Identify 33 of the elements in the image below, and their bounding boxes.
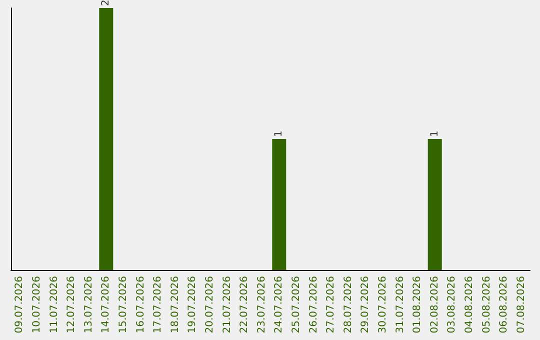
x-tick-label: 29.07.2026 bbox=[360, 276, 372, 334]
data-label: 1 bbox=[274, 130, 285, 137]
x-tick-label: 31.07.2026 bbox=[394, 276, 406, 334]
x-tick-label: 11.07.2026 bbox=[48, 276, 60, 334]
x-tick-label: 02.08.2026 bbox=[429, 276, 440, 334]
x-tick-label: 18.07.2026 bbox=[170, 276, 181, 334]
x-tick-label: 27.07.2026 bbox=[326, 276, 337, 334]
x-tick-label: 10.07.2026 bbox=[31, 276, 42, 334]
x-tick-label: 04.08.2026 bbox=[464, 276, 475, 334]
x-tick-label: 20.07.2026 bbox=[204, 276, 216, 334]
x-tick-label: 05.08.2026 bbox=[481, 276, 492, 334]
x-tick-label: 21.07.2026 bbox=[222, 276, 233, 334]
data-label: 2 bbox=[100, 0, 112, 6]
x-tick-label: 15.07.2026 bbox=[118, 276, 129, 334]
x-tick-label: 06.08.2026 bbox=[498, 276, 510, 334]
x-tick-label: 09.07.2026 bbox=[14, 276, 26, 334]
x-tick-label: 01.08.2026 bbox=[412, 276, 424, 334]
x-tick-label: 17.07.2026 bbox=[152, 276, 164, 334]
x-tick-label: 13.07.2026 bbox=[83, 276, 94, 334]
x-tick-label: 25.07.2026 bbox=[290, 276, 302, 334]
x-tick-label: 14.07.2026 bbox=[100, 276, 112, 334]
x-tick-label: 07.08.2026 bbox=[516, 276, 527, 334]
x-tick-label: 26.07.2026 bbox=[308, 276, 320, 334]
x-tick-label: 23.07.2026 bbox=[256, 276, 268, 334]
x-tick-label: 22.07.2026 bbox=[239, 276, 250, 334]
x-tick-label: 28.07.2026 bbox=[342, 276, 354, 334]
x-tick-label: 12.07.2026 bbox=[66, 276, 78, 334]
x-tick-label: 03.08.2026 bbox=[446, 276, 458, 334]
x-tick-label: 16.07.2026 bbox=[135, 276, 146, 334]
data-label: 1 bbox=[429, 130, 440, 137]
x-tick-label: 30.07.2026 bbox=[377, 276, 388, 334]
x-tick-label: 19.07.2026 bbox=[187, 276, 198, 334]
x-tick-label: 24.07.2026 bbox=[274, 276, 285, 334]
